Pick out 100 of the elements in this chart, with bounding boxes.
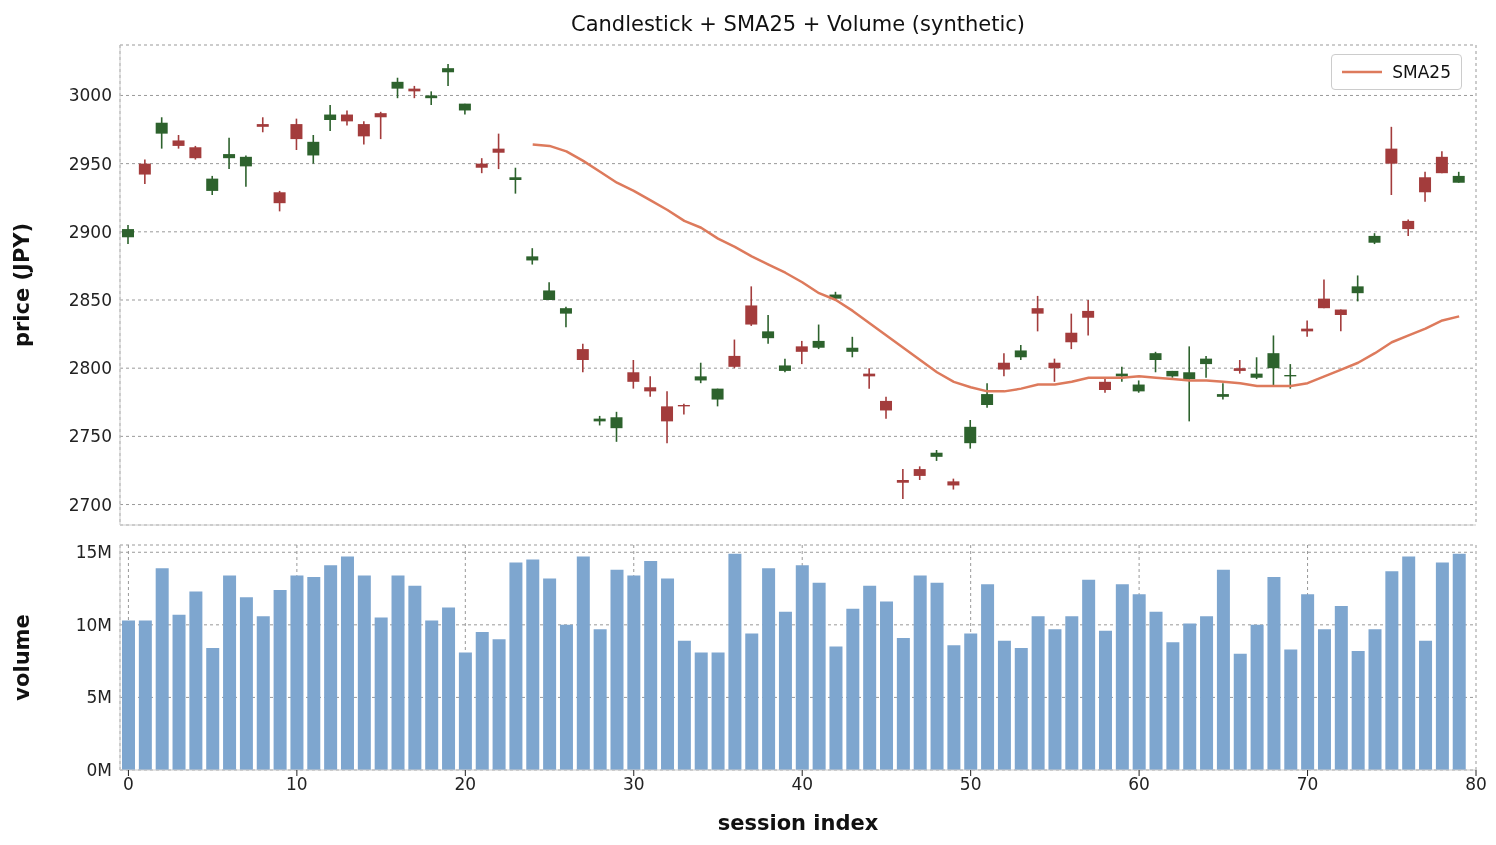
- bar: [1216, 569, 1230, 770]
- y-tick-label: 10M: [75, 614, 112, 635]
- candlestick: [206, 175, 219, 196]
- bar: [492, 639, 506, 770]
- line-series: [531, 143, 1461, 393]
- bar: [728, 553, 742, 770]
- candlestick: [324, 104, 337, 132]
- y-tick-label: 2950: [68, 153, 112, 174]
- bar: [1351, 650, 1365, 770]
- candlestick: [425, 90, 438, 106]
- bar: [408, 585, 422, 770]
- bar: [559, 624, 573, 770]
- candlestick: [812, 323, 825, 350]
- candlestick: [1385, 126, 1398, 196]
- candlestick: [1267, 334, 1280, 387]
- bar: [711, 652, 725, 770]
- candlestick: [273, 190, 286, 213]
- bar: [509, 562, 523, 770]
- bar: [206, 648, 220, 770]
- candlestick: [1419, 171, 1432, 203]
- candlestick: [846, 336, 859, 359]
- bar: [762, 568, 776, 770]
- y-tick-label: 5M: [86, 687, 112, 708]
- candlestick: [138, 158, 151, 185]
- candlestick: [896, 468, 909, 500]
- bar: [896, 637, 910, 770]
- bar: [1149, 611, 1163, 770]
- y-tick-label: 3000: [68, 85, 112, 106]
- y-axis-title: price (JPY): [10, 222, 35, 348]
- bar: [1200, 616, 1214, 770]
- candlestick: [374, 111, 387, 140]
- bar: [1419, 640, 1433, 770]
- bar: [778, 611, 792, 770]
- candlestick: [964, 419, 977, 450]
- x-tick-label: 80: [1465, 774, 1487, 795]
- y-tick-label: 2700: [68, 494, 112, 515]
- bar: [1132, 594, 1146, 770]
- candlestick: [1048, 357, 1061, 383]
- candlestick: [981, 382, 994, 409]
- x-tick-label: 40: [791, 774, 814, 795]
- x-axis-title: session index: [717, 811, 879, 835]
- bar: [324, 565, 338, 770]
- bar: [1098, 630, 1112, 770]
- candlestick: [1351, 274, 1364, 303]
- bar: [1065, 616, 1079, 770]
- bar: [1048, 629, 1062, 770]
- bar: [1183, 623, 1197, 770]
- candlestick: [745, 285, 758, 327]
- bar: [964, 633, 978, 770]
- candlestick: [694, 361, 707, 384]
- candlestick: [122, 224, 134, 245]
- candlestick: [1317, 278, 1330, 309]
- bar: [997, 640, 1011, 770]
- candlestick: [1200, 355, 1213, 379]
- bar: [374, 617, 388, 770]
- bar: [829, 646, 843, 770]
- candlestick: [997, 352, 1010, 378]
- bar: [880, 601, 894, 770]
- candlestick: [1149, 351, 1162, 374]
- bar: [290, 575, 304, 770]
- bar: [795, 565, 809, 770]
- x-tick-label: 60: [1128, 774, 1150, 795]
- bar: [1301, 594, 1315, 770]
- bar: [661, 578, 675, 770]
- bar: [223, 575, 237, 770]
- candlestick: [1216, 382, 1229, 401]
- candlestick: [391, 76, 404, 99]
- bar: [576, 556, 590, 770]
- bar: [1435, 562, 1449, 770]
- bar: [981, 584, 995, 770]
- candlestick: [475, 157, 488, 174]
- bar: [694, 652, 708, 770]
- chart-title: Candlestick + SMA25 + Volume (synthetic): [570, 11, 1026, 38]
- candlestick: [610, 411, 623, 443]
- bar: [189, 591, 203, 770]
- candlestick: [1233, 359, 1246, 375]
- bar: [1014, 648, 1028, 770]
- x-tick-label: 70: [1296, 774, 1319, 795]
- candlestick: [1183, 345, 1196, 423]
- bar: [1452, 553, 1466, 770]
- x-tick-label: 30: [622, 774, 645, 795]
- bar: [930, 582, 944, 770]
- bar: [1115, 584, 1129, 770]
- candlestick: [357, 120, 370, 146]
- candlestick: [1031, 295, 1044, 333]
- bar: [745, 633, 759, 770]
- bar: [1368, 629, 1382, 770]
- y-tick-label: 2850: [68, 290, 112, 311]
- bar: [1267, 576, 1281, 770]
- bar: [425, 620, 439, 770]
- bar: [846, 608, 860, 770]
- bar: [913, 575, 927, 770]
- bar: [1250, 624, 1264, 770]
- candlestick: [1250, 356, 1263, 380]
- legend-label: SMA25: [1392, 61, 1451, 84]
- bar: [273, 590, 287, 770]
- bar: [1284, 649, 1298, 770]
- bar: [627, 575, 641, 770]
- bar: [677, 640, 691, 770]
- bar: [1385, 571, 1399, 770]
